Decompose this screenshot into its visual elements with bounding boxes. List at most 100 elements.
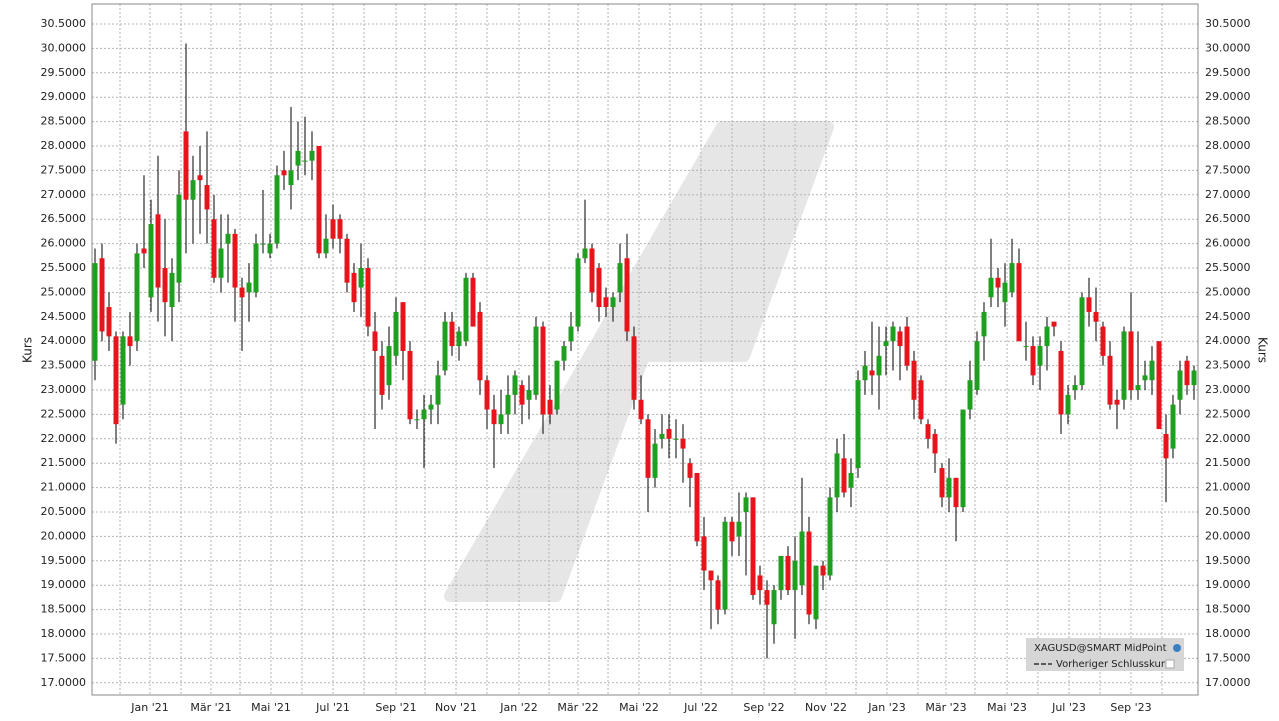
candle-body	[393, 311, 399, 356]
candle-body	[197, 175, 203, 181]
candle-body	[141, 248, 147, 254]
y2-tick-label: 27.0000	[1205, 188, 1251, 201]
candle-body	[435, 375, 441, 405]
candle-body	[330, 219, 336, 239]
candle-body	[946, 477, 952, 498]
candle-body	[211, 219, 217, 278]
candle-body	[666, 429, 672, 439]
candle-body	[526, 390, 532, 400]
candle-body	[750, 497, 756, 595]
x-tick-label: Sep '22	[743, 701, 784, 714]
candle-body	[1100, 326, 1106, 356]
candle-body	[309, 150, 315, 161]
candle-body	[974, 341, 980, 391]
y2-tick-label: 27.5000	[1205, 163, 1251, 176]
candle-body	[1037, 346, 1043, 366]
candle-body	[820, 565, 826, 576]
candle-body	[498, 414, 504, 425]
y2-tick-label: 21.5000	[1205, 456, 1251, 469]
x-tick-label: Jan '23	[867, 701, 905, 714]
candle-body	[1114, 399, 1120, 405]
y-tick-label: 28.0000	[41, 139, 87, 152]
candle-body	[589, 248, 595, 293]
candle-body	[897, 331, 903, 347]
candle-body	[1135, 385, 1141, 391]
candle-body	[512, 375, 518, 395]
candle-body	[505, 394, 511, 415]
candle-body	[288, 170, 294, 186]
candle-body	[582, 248, 588, 259]
y2-tick-label: 19.0000	[1205, 578, 1251, 591]
candle-body	[239, 287, 245, 298]
candle-body	[568, 326, 574, 342]
candle-body	[162, 268, 168, 303]
candle-body	[1156, 341, 1162, 430]
candle-body	[925, 424, 931, 439]
candle-body	[1016, 263, 1022, 342]
y2-tick-label: 28.5000	[1205, 115, 1251, 128]
candle-body	[953, 477, 959, 508]
candle-body	[806, 531, 812, 615]
y-tick-label: 17.5000	[41, 651, 87, 664]
candle-body	[757, 575, 763, 591]
candle-body	[295, 150, 301, 166]
candle-body	[267, 243, 273, 254]
candle-body	[176, 194, 182, 283]
y-tick-label: 18.0000	[41, 627, 87, 640]
candle-body	[1191, 370, 1197, 386]
legend-label: Vorheriger Schlusskurs	[1056, 659, 1170, 670]
candle-body	[337, 219, 343, 239]
candle-body	[120, 336, 126, 405]
candle-body	[92, 263, 98, 361]
y-tick-label: 18.5000	[41, 603, 87, 616]
candle-body	[729, 521, 735, 542]
y2-tick-label: 17.5000	[1205, 651, 1251, 664]
x-tick-label: Jan '22	[499, 701, 537, 714]
candle-body	[442, 321, 448, 371]
y2-tick-label: 28.0000	[1205, 139, 1251, 152]
y-tick-label: 30.5000	[41, 17, 87, 30]
candle-body	[456, 331, 462, 347]
y-tick-label: 21.0000	[41, 481, 87, 494]
candle-body	[680, 438, 686, 449]
candle-body	[400, 302, 406, 351]
candle-body	[834, 453, 840, 498]
candle-body	[1177, 370, 1183, 400]
x-tick-label: Mai '22	[619, 701, 659, 714]
candle-body	[736, 521, 742, 537]
candle-body	[519, 385, 525, 405]
candle-body	[988, 277, 994, 298]
candle-body	[491, 409, 497, 425]
y2-tick-label: 26.5000	[1205, 212, 1251, 225]
y2-tick-label: 22.5000	[1205, 407, 1251, 420]
candle-body	[617, 263, 623, 293]
candle-body	[106, 307, 112, 337]
candle-body	[204, 185, 210, 210]
candle-body	[603, 297, 609, 308]
candle-body	[722, 521, 728, 610]
candle-body	[743, 497, 749, 513]
candle-body	[1107, 355, 1113, 405]
candle-body	[477, 311, 483, 381]
candle-body	[575, 258, 581, 327]
candle-body	[1051, 321, 1057, 327]
candle-body	[218, 248, 224, 278]
y-tick-label: 17.0000	[41, 676, 87, 689]
y-tick-label: 19.0000	[41, 578, 87, 591]
candle-body	[253, 243, 259, 293]
y2-tick-label: 25.0000	[1205, 285, 1251, 298]
candle-body	[1086, 297, 1092, 312]
candle-body	[1002, 282, 1008, 303]
candle-body	[1065, 394, 1071, 415]
candle-body	[344, 238, 350, 283]
candle-body	[407, 350, 413, 420]
candle-body	[113, 336, 119, 425]
candle-body	[232, 233, 238, 288]
candle-body	[134, 253, 140, 342]
candle-body	[547, 399, 553, 415]
candle-body	[470, 277, 476, 327]
candle-body	[890, 326, 896, 342]
x-tick-label: Jul '23	[1051, 701, 1086, 714]
y-tick-label: 25.0000	[41, 285, 87, 298]
candle-body	[967, 380, 973, 410]
